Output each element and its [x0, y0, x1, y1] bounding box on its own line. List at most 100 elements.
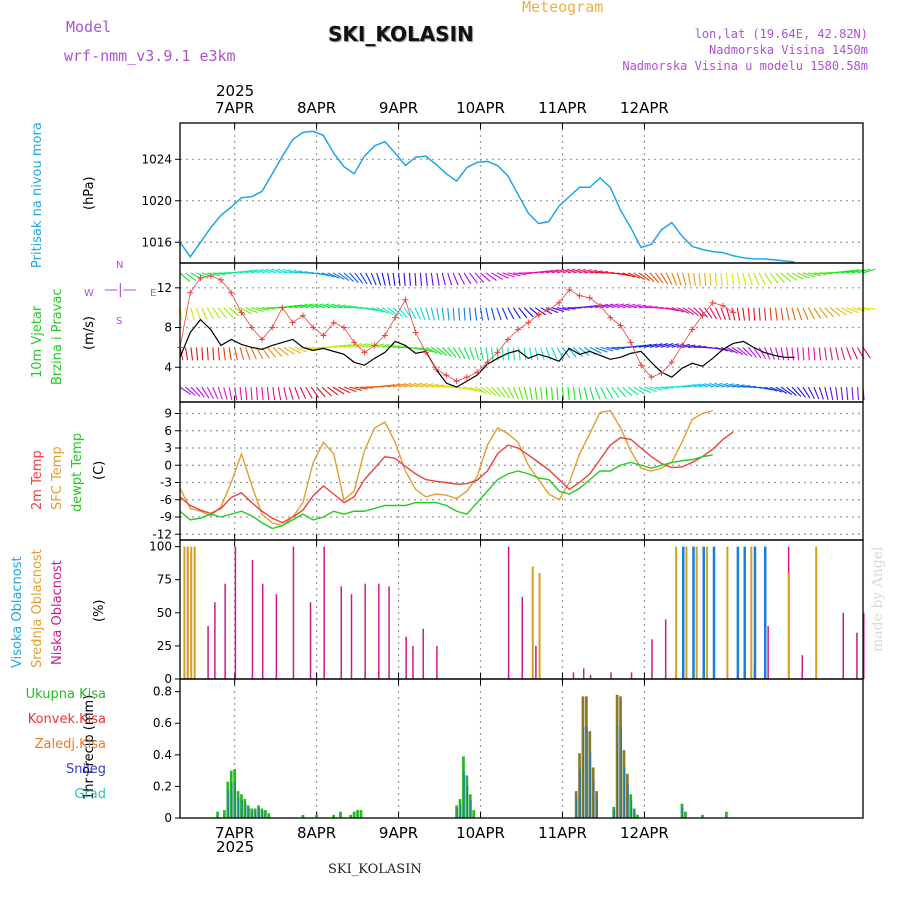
wind-gust-marker	[310, 324, 317, 331]
wind-arrow	[578, 346, 590, 356]
wind-arrow	[529, 347, 533, 361]
wind-arrow	[228, 386, 233, 400]
wind-arrow	[556, 387, 559, 401]
wind-arrow	[458, 386, 472, 391]
wind-gust-marker	[361, 349, 368, 356]
wind-arrow	[698, 382, 712, 388]
wind-arrow	[758, 307, 761, 321]
wind-arrow	[775, 307, 778, 321]
wind-arrow	[300, 346, 313, 352]
wind-gust-marker	[433, 366, 440, 373]
wind-arrow	[321, 303, 335, 309]
wind-arrow	[595, 346, 608, 353]
wind-arrow	[436, 346, 448, 356]
low-cloud-bar	[275, 594, 278, 679]
total-precip-bar	[264, 810, 267, 818]
wind-arrow	[408, 272, 411, 286]
wind-arrow	[534, 347, 539, 361]
wind-arrow	[682, 344, 696, 348]
wind-arrow	[572, 387, 576, 401]
mid-cloud-bar	[183, 546, 186, 679]
wind-gust-marker	[197, 274, 204, 281]
wind-arrow	[349, 343, 363, 348]
low-cloud-bar	[350, 594, 353, 679]
wind-arrow	[840, 387, 844, 401]
wind-arrow	[540, 347, 545, 361]
precip-bars	[180, 694, 863, 819]
wind-arrow	[742, 347, 753, 357]
y-tick-label: 9	[164, 407, 172, 421]
low-cloud-bar	[323, 546, 325, 679]
wind-arrow	[332, 344, 346, 348]
wind-arrow	[747, 272, 753, 286]
wind-arrow	[255, 387, 258, 401]
wind-arrow	[862, 268, 876, 274]
wind-gust-marker	[719, 302, 726, 309]
wind-arrow	[693, 383, 707, 388]
wind-arrow	[676, 272, 682, 286]
wind-arrow	[501, 386, 510, 399]
legend-total-rain: Ukupna Kisa	[25, 687, 106, 702]
wind-arrow	[857, 268, 871, 274]
wind-arrow	[791, 307, 796, 321]
snow-precip-bar	[593, 780, 595, 818]
mid-cloud-bar	[695, 546, 698, 679]
wind-gust-marker	[217, 276, 224, 283]
wind-arrow	[818, 347, 822, 361]
wind-arrow	[676, 307, 690, 314]
low-cloud-bar	[664, 619, 667, 679]
wind-arrow	[824, 307, 835, 318]
wind-gust-marker	[494, 349, 501, 356]
wind-arrow	[600, 346, 614, 352]
wind-arrow	[206, 386, 214, 399]
low-cloud-bar	[261, 583, 264, 679]
wind-arrow	[288, 386, 294, 400]
wind-arrow	[485, 386, 497, 396]
wind-arrow	[551, 307, 565, 312]
wind-arrow	[447, 347, 457, 358]
wind-arrow	[785, 307, 790, 321]
wind-arrow	[682, 307, 695, 315]
y-tick-label: 100	[149, 540, 172, 554]
wind-gust-marker	[207, 272, 214, 279]
wind-arrow	[496, 307, 502, 321]
wind-arrow	[846, 347, 852, 360]
mid-cloud-bar	[705, 546, 708, 679]
wind-arrow	[551, 268, 565, 274]
t2m-line	[179, 431, 734, 524]
wind-arrow	[190, 307, 195, 321]
snow-precip-bar	[579, 769, 581, 818]
wind-arrow	[354, 343, 368, 348]
wind-arrow	[436, 307, 440, 321]
y-tick-label: 0.4	[153, 748, 172, 762]
pressure-line	[179, 130, 795, 263]
wind-arrow	[753, 347, 762, 359]
wind-arrow	[753, 272, 760, 286]
wind-arrow	[742, 272, 747, 286]
mid-cloud-bar	[726, 546, 729, 679]
cloud-bars	[180, 546, 865, 680]
wind-arrow	[513, 272, 527, 276]
wind-arrow	[605, 386, 614, 399]
high-cloud-bar	[712, 546, 716, 679]
snow-precip-bar	[466, 786, 469, 818]
low-cloud-bar	[309, 602, 312, 679]
total-precip-bar	[636, 814, 639, 818]
high-cloud-bar	[702, 546, 705, 679]
low-cloud-bar	[863, 612, 865, 679]
wind-arrow	[310, 386, 320, 398]
wind-arrow	[381, 272, 386, 286]
wind-arrow	[381, 307, 394, 315]
wind-gust-marker	[187, 289, 194, 296]
total-precip-bar	[216, 811, 219, 818]
snow-precip-bar	[238, 797, 240, 818]
wind-arrow	[294, 386, 300, 400]
wind-arrow	[666, 343, 679, 348]
wind-arrow	[846, 307, 859, 314]
wind-arrow	[671, 307, 685, 313]
legend-frozen-rain: Zaledj.Kisa	[34, 737, 106, 752]
wind-arrow	[769, 347, 775, 360]
wind-arrow	[540, 387, 543, 401]
wind-arrow	[490, 347, 494, 361]
wind-arrow	[245, 269, 259, 274]
